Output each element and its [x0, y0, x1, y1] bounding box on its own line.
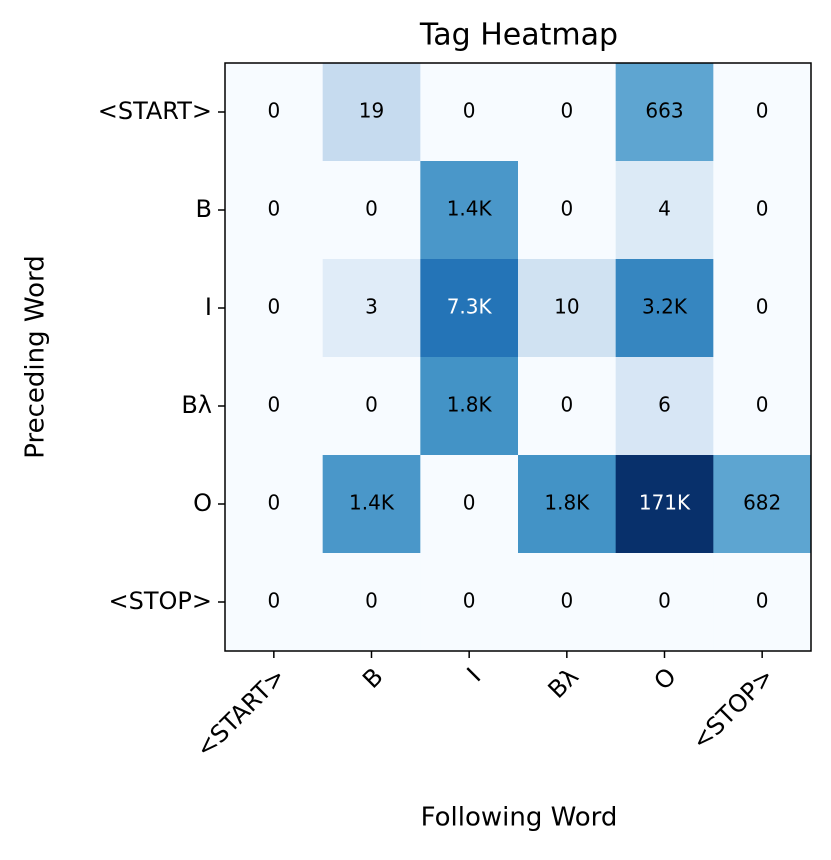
heat-cell: [713, 161, 812, 260]
cell-label: 0: [267, 393, 280, 417]
y-tick-label: B: [196, 195, 212, 223]
heat-cell: [615, 259, 714, 358]
heat-cell: [713, 259, 812, 358]
x-tick-label: B: [357, 662, 388, 693]
heat-cell: [615, 161, 714, 260]
cell-label: 0: [463, 99, 476, 123]
x-tick-label: <START>: [190, 662, 291, 763]
cell-label: 0: [267, 197, 280, 221]
heat-cell: [518, 63, 617, 162]
heat-cell: [420, 357, 519, 456]
cell-label: 0: [658, 589, 671, 613]
x-axis-label: Following Word: [421, 803, 618, 833]
cell-label: 0: [560, 99, 573, 123]
cell-label: 0: [267, 589, 280, 613]
heat-cell: [518, 455, 617, 554]
cell-label: 0: [756, 589, 769, 613]
cell-label: 6: [658, 393, 671, 417]
y-tick-label: <START>: [98, 97, 212, 125]
cell-label: 0: [267, 295, 280, 319]
y-tick-label: Bλ: [181, 391, 212, 419]
heat-cell: [225, 553, 324, 652]
y-tick-label: O: [193, 489, 212, 517]
cell-label: 1.4K: [349, 491, 395, 515]
heat-cell: [518, 259, 617, 358]
chart-title: Tag Heatmap: [419, 18, 618, 53]
cell-label: 0: [267, 491, 280, 515]
cell-label: 0: [463, 589, 476, 613]
heat-cell: [713, 357, 812, 456]
heat-cell: [322, 63, 421, 162]
y-tick-label: I: [205, 293, 212, 321]
heat-cell: [615, 553, 714, 652]
heat-cell: [420, 553, 519, 652]
cell-label: 682: [743, 491, 781, 515]
cell-label: 0: [267, 99, 280, 123]
x-tick-label: I: [462, 662, 487, 687]
cell-label: 0: [365, 393, 378, 417]
cell-label: 1.8K: [544, 491, 590, 515]
cell-label: 0: [365, 197, 378, 221]
heat-cell: [420, 455, 519, 554]
heat-cell: [420, 259, 519, 358]
heat-cell: [322, 553, 421, 652]
heat-cell: [713, 553, 812, 652]
heat-cell: [322, 259, 421, 358]
cell-label: 3.2K: [642, 295, 688, 319]
heat-cell: [518, 357, 617, 456]
heat-cell: [322, 455, 421, 554]
x-tick-label: <STOP>: [686, 662, 779, 755]
cell-label: 0: [756, 197, 769, 221]
cell-label: 171K: [639, 491, 691, 515]
heat-cell: [225, 357, 324, 456]
heat-cell: [518, 553, 617, 652]
heat-cell: [713, 455, 812, 554]
cell-label: 3: [365, 295, 378, 319]
heat-cell: [225, 161, 324, 260]
plot-frame: [224, 62, 812, 652]
cell-label: 0: [756, 393, 769, 417]
x-tick-label: Bλ: [543, 662, 584, 703]
heat-cell: [322, 357, 421, 456]
cell-label: 0: [560, 589, 573, 613]
x-tick-label: O: [649, 662, 682, 695]
heat-cell: [225, 63, 324, 162]
cell-label: 7.3K: [447, 295, 493, 319]
cell-label: 0: [560, 393, 573, 417]
cell-label: 0: [560, 197, 573, 221]
cell-label: 0: [463, 491, 476, 515]
heat-cell: [420, 63, 519, 162]
heat-cell: [713, 63, 812, 162]
cell-label: 0: [756, 295, 769, 319]
heat-cell: [518, 161, 617, 260]
cell-label: 4: [658, 197, 671, 221]
heat-cell: [322, 161, 421, 260]
y-axis-label: Preceding Word: [21, 255, 51, 458]
cell-label: 10: [554, 295, 579, 319]
cell-label: 663: [645, 99, 683, 123]
heat-cell: [615, 357, 714, 456]
y-tick-label: <STOP>: [109, 587, 212, 615]
cell-label: 0: [365, 589, 378, 613]
heat-cell: [615, 455, 714, 554]
heat-cell: [225, 259, 324, 358]
heat-cell: [420, 161, 519, 260]
cell-label: 19: [359, 99, 384, 123]
cell-label: 0: [756, 99, 769, 123]
cell-label: 1.4K: [447, 197, 493, 221]
heat-cell: [225, 455, 324, 554]
heat-cell: [615, 63, 714, 162]
cell-label: 1.8K: [447, 393, 493, 417]
